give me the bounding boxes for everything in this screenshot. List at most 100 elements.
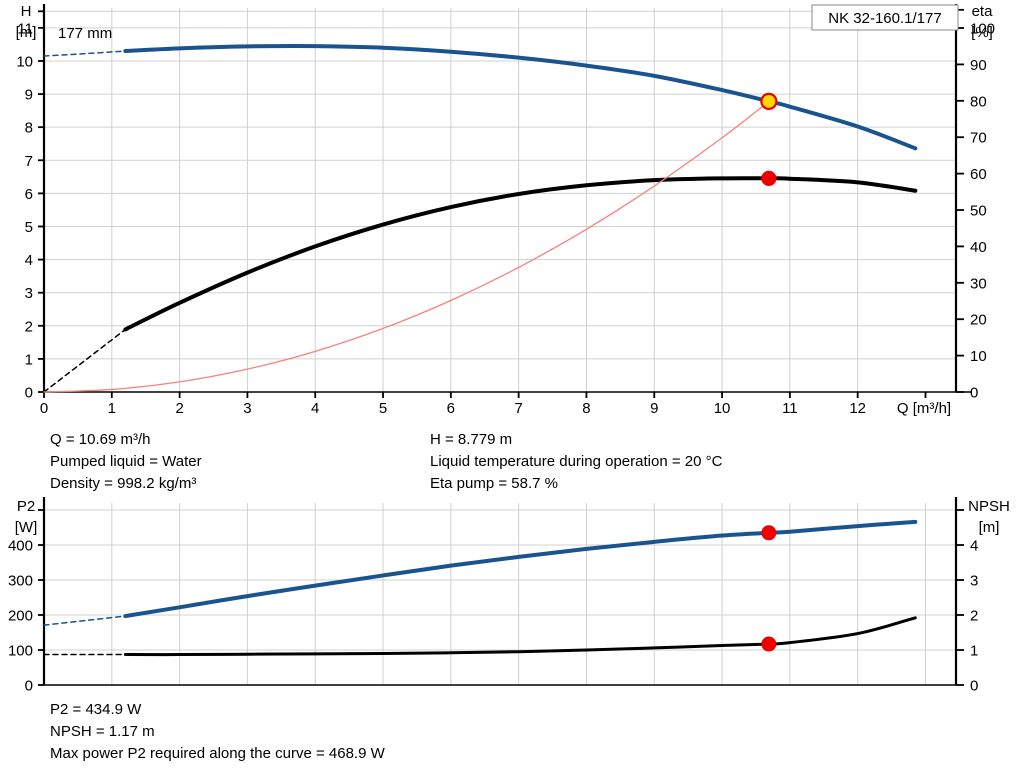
info-p2: P2 = 434.9 W bbox=[50, 701, 142, 718]
info-npsh: NPSH = 1.17 m bbox=[50, 723, 155, 740]
svg-text:5: 5 bbox=[379, 400, 387, 417]
curve-p2-extrapolation-dashed bbox=[43, 615, 127, 626]
svg-text:80: 80 bbox=[970, 93, 987, 110]
svg-text:6: 6 bbox=[25, 186, 33, 203]
svg-text:0: 0 bbox=[970, 385, 978, 402]
svg-text:8: 8 bbox=[582, 400, 590, 417]
curve-head-h-extrapolation-dashed bbox=[43, 50, 127, 57]
y-axis-right-title: NPSH bbox=[968, 498, 1010, 515]
svg-text:[%]: [%] bbox=[971, 24, 993, 41]
duty-point-head[interactable] bbox=[760, 92, 778, 110]
duty-points bbox=[760, 92, 778, 186]
info-density: Density = 998.2 kg/m³ bbox=[50, 475, 197, 492]
svg-text:11: 11 bbox=[17, 20, 33, 37]
svg-text:0: 0 bbox=[25, 678, 33, 695]
svg-text:400: 400 bbox=[8, 538, 33, 555]
axes bbox=[42, 497, 958, 686]
svg-text:[m]: [m] bbox=[979, 519, 1000, 536]
svg-text:4: 4 bbox=[25, 252, 33, 269]
svg-text:70: 70 bbox=[970, 130, 987, 147]
lower-chart-panel: 0 100 200 300 400 0 1 2 3 4 P2 [W] NPSH [m] bbox=[0, 495, 1024, 695]
info-liquid-temperature: Liquid temperature during operation = 20… bbox=[430, 453, 723, 470]
svg-text:0: 0 bbox=[970, 678, 978, 695]
info-pumped-liquid: Pumped liquid = Water bbox=[50, 453, 202, 470]
curve-system-resistance-curve bbox=[43, 100, 770, 393]
svg-text:300: 300 bbox=[8, 573, 33, 590]
curve-efficiency-eta-extrapolation-dashed bbox=[43, 328, 127, 393]
info-max-power: Max power P2 required along the curve = … bbox=[50, 745, 385, 762]
svg-text:12: 12 bbox=[849, 400, 866, 417]
y-axis-left-ticks: 0 100 200 300 400 bbox=[8, 509, 44, 695]
svg-text:3: 3 bbox=[243, 400, 251, 417]
svg-text:60: 60 bbox=[970, 166, 987, 183]
curves bbox=[43, 519, 918, 657]
svg-text:40: 40 bbox=[970, 239, 987, 256]
grid-lines bbox=[44, 503, 956, 685]
svg-text:1: 1 bbox=[25, 351, 33, 368]
info-q: Q = 10.69 m³/h bbox=[50, 431, 151, 448]
x-axis-title: Q [m³/h] bbox=[897, 400, 951, 417]
svg-text:100: 100 bbox=[8, 643, 33, 660]
svg-text:11: 11 bbox=[782, 400, 798, 417]
y-axis-right-title: eta bbox=[972, 3, 994, 20]
svg-text:90: 90 bbox=[970, 57, 987, 74]
duty-point-info-left: Q = 10.69 m³/h Pumped liquid = Water Den… bbox=[50, 429, 202, 495]
curve-efficiency-eta bbox=[123, 176, 918, 332]
svg-text:100: 100 bbox=[970, 21, 995, 38]
duty-point-info-right: H = 8.779 m Liquid temperature during op… bbox=[430, 429, 722, 495]
svg-text:2: 2 bbox=[970, 608, 978, 625]
duty-point-eta[interactable] bbox=[761, 170, 777, 186]
y-axis-left-title: H bbox=[21, 3, 32, 20]
duty-point-npsh[interactable] bbox=[761, 636, 777, 652]
y-axis-left-title: P2 bbox=[17, 498, 35, 515]
svg-text:4: 4 bbox=[970, 538, 978, 555]
axes bbox=[42, 4, 972, 393]
y-axis-right-ticks: 0 10 20 30 40 50 60 70 80 90 100 bbox=[956, 8, 995, 402]
curve-head-h-177-mm-impeller bbox=[123, 43, 918, 151]
curves bbox=[43, 43, 918, 393]
curve-annotation: 177 mm bbox=[58, 25, 112, 42]
y-axis-left-ticks: 0 1 2 3 4 5 6 7 8 9 10 11 bbox=[16, 10, 44, 402]
svg-text:3: 3 bbox=[970, 573, 978, 590]
svg-text:0: 0 bbox=[25, 385, 33, 402]
svg-text:10: 10 bbox=[16, 53, 33, 70]
svg-text:9: 9 bbox=[25, 87, 33, 104]
curve-shaft-power-p2 bbox=[123, 519, 918, 619]
axis-titles: P2 [W] NPSH [m] bbox=[15, 498, 1010, 536]
duty-points bbox=[761, 525, 777, 652]
svg-text:50: 50 bbox=[970, 203, 987, 220]
upper-chart-panel: 0 1 2 3 4 5 6 7 8 9 10 11 0 10 20 30 40 50 60 70 80 90 100 0 1 2 3… bbox=[16, 3, 995, 417]
svg-text:1: 1 bbox=[970, 643, 978, 660]
title-box: NK 32-160.1/177 bbox=[811, 4, 959, 31]
power-info: P2 = 434.9 W NPSH = 1.17 m Max power P2 … bbox=[50, 699, 385, 765]
grid-lines bbox=[44, 8, 956, 392]
duty-point-power[interactable] bbox=[761, 525, 777, 541]
curve-npsh-required bbox=[123, 616, 917, 657]
svg-text:7: 7 bbox=[514, 400, 522, 417]
x-axis-ticks: 0 1 2 3 4 5 6 7 8 9 10 11 12 bbox=[40, 392, 927, 417]
y-axis-right-ticks: 0 1 2 3 4 bbox=[956, 509, 978, 695]
pump-model-label: NK 32-160.1/177 bbox=[828, 10, 941, 27]
info-eta-pump: Eta pump = 58.7 % bbox=[430, 475, 558, 492]
svg-text:10: 10 bbox=[970, 348, 987, 365]
svg-text:3: 3 bbox=[25, 285, 33, 302]
info-h: H = 8.779 m bbox=[430, 431, 513, 448]
svg-text:9: 9 bbox=[650, 400, 658, 417]
svg-text:2: 2 bbox=[175, 400, 183, 417]
svg-text:2: 2 bbox=[25, 318, 33, 335]
svg-text:6: 6 bbox=[447, 400, 455, 417]
svg-text:8: 8 bbox=[25, 120, 33, 137]
svg-text:30: 30 bbox=[970, 275, 987, 292]
svg-text:7: 7 bbox=[25, 153, 33, 170]
svg-text:4: 4 bbox=[311, 400, 319, 417]
power-npsh-chart: 0 100 200 300 400 0 1 2 3 4 P2 [W] NPSH [m] bbox=[8, 497, 1010, 695]
impeller-diameter-label: 177 mm bbox=[58, 25, 112, 42]
svg-text:1: 1 bbox=[108, 400, 116, 417]
svg-text:5: 5 bbox=[25, 219, 33, 236]
svg-text:[m]: [m] bbox=[16, 24, 37, 41]
axis-titles: H [m] eta [%] Q [m³/h] bbox=[16, 3, 994, 417]
svg-text:0: 0 bbox=[40, 400, 48, 417]
svg-text:200: 200 bbox=[8, 608, 33, 625]
svg-text:[W]: [W] bbox=[15, 519, 38, 536]
